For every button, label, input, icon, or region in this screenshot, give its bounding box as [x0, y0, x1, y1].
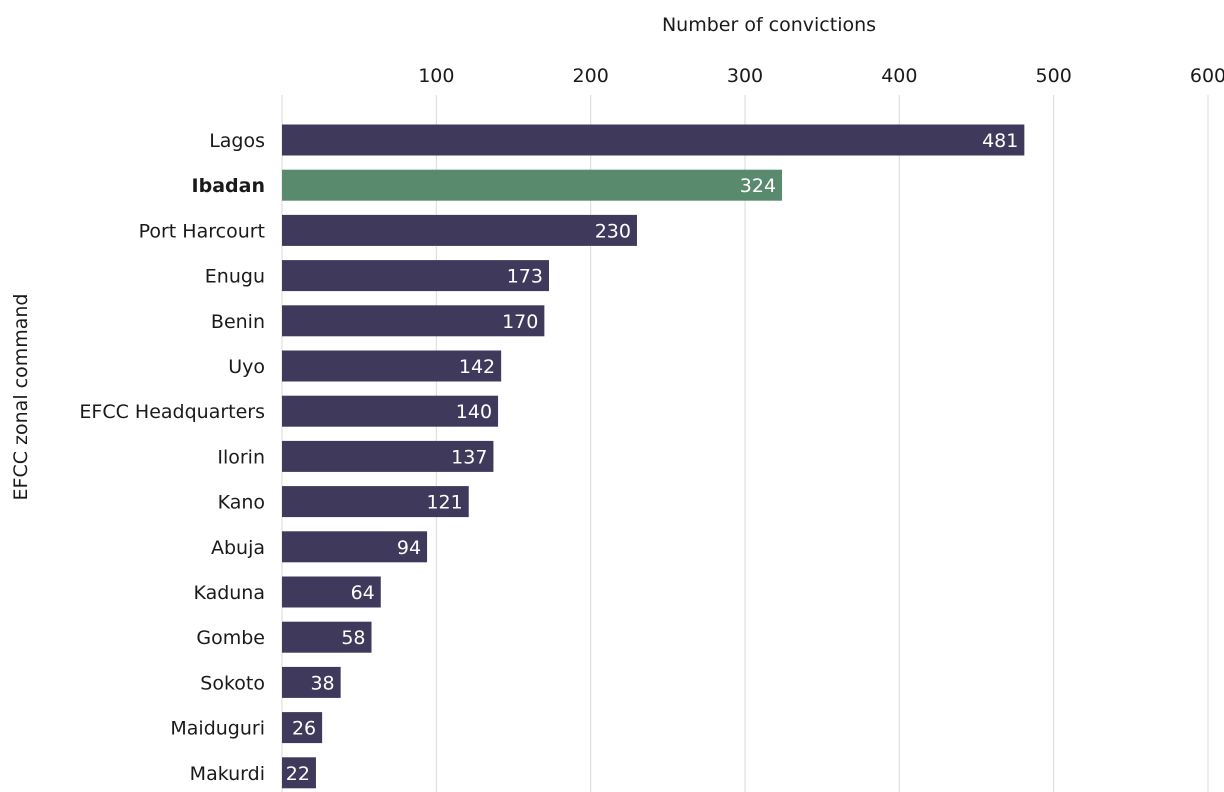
data-label: 26 [292, 718, 316, 740]
category-label: Ilorin [217, 446, 265, 468]
data-label: 22 [286, 763, 310, 785]
bar [282, 666, 341, 698]
bar [282, 214, 637, 246]
category-label: Maiduguri [170, 718, 265, 740]
category-label: Benin [211, 311, 265, 333]
x-axis-title: Number of convictions [662, 14, 876, 36]
category-label: Gombe [196, 627, 265, 649]
data-label: 58 [341, 627, 365, 649]
bar [282, 124, 1025, 156]
category-label: EFCC Headquarters [79, 401, 265, 423]
category-label: Kaduna [193, 582, 265, 604]
data-label: 142 [459, 356, 495, 378]
data-label: 137 [451, 446, 487, 468]
category-label: Abuja [211, 537, 265, 559]
data-label: 173 [507, 266, 543, 288]
x-tick-label: 600 [1190, 65, 1224, 87]
bar [282, 350, 502, 382]
x-tick-label: 200 [573, 65, 609, 87]
category-label: Sokoto [200, 672, 265, 694]
data-label: 38 [310, 672, 334, 694]
x-tick-labels: 100 200 300 400 500 600 [418, 65, 1224, 87]
data-label: 324 [740, 175, 776, 197]
bar [282, 395, 499, 427]
bar [282, 486, 469, 518]
x-tick-label: 400 [881, 65, 917, 87]
category-label: Kano [218, 492, 265, 514]
category-label: Lagos [209, 130, 265, 152]
bar [282, 757, 316, 789]
data-label: 230 [595, 220, 631, 242]
y-axis-title: EFCC zonal command [10, 294, 32, 501]
bar [282, 531, 428, 563]
data-label: 140 [456, 401, 492, 423]
category-label: Uyo [228, 356, 265, 378]
category-labels: Lagos Ibadan Port Harcourt Enugu Benin Uyo EFC… [79, 130, 265, 785]
bar [282, 440, 494, 472]
bar [282, 305, 545, 337]
bar [282, 260, 549, 292]
category-label: Makurdi [190, 763, 265, 785]
data-label: 121 [426, 492, 462, 514]
x-tick-label: 500 [1036, 65, 1072, 87]
bar [282, 712, 323, 744]
x-tick-label: 300 [727, 65, 763, 87]
data-label: 94 [397, 537, 421, 559]
bar [282, 621, 372, 653]
bar [282, 576, 381, 608]
bar [282, 169, 783, 201]
category-label: Enugu [205, 266, 265, 288]
bars: 481 324 230 173 170 142 140 137 121 94 64 58 38 26 22 [282, 124, 1025, 789]
data-label: 481 [982, 130, 1018, 152]
data-label: 170 [502, 311, 538, 333]
data-label: 64 [351, 582, 375, 604]
category-label: Ibadan [192, 175, 265, 197]
x-tick-label: 100 [418, 65, 454, 87]
gridlines [281, 95, 1209, 792]
category-label: Port Harcourt [139, 220, 265, 242]
